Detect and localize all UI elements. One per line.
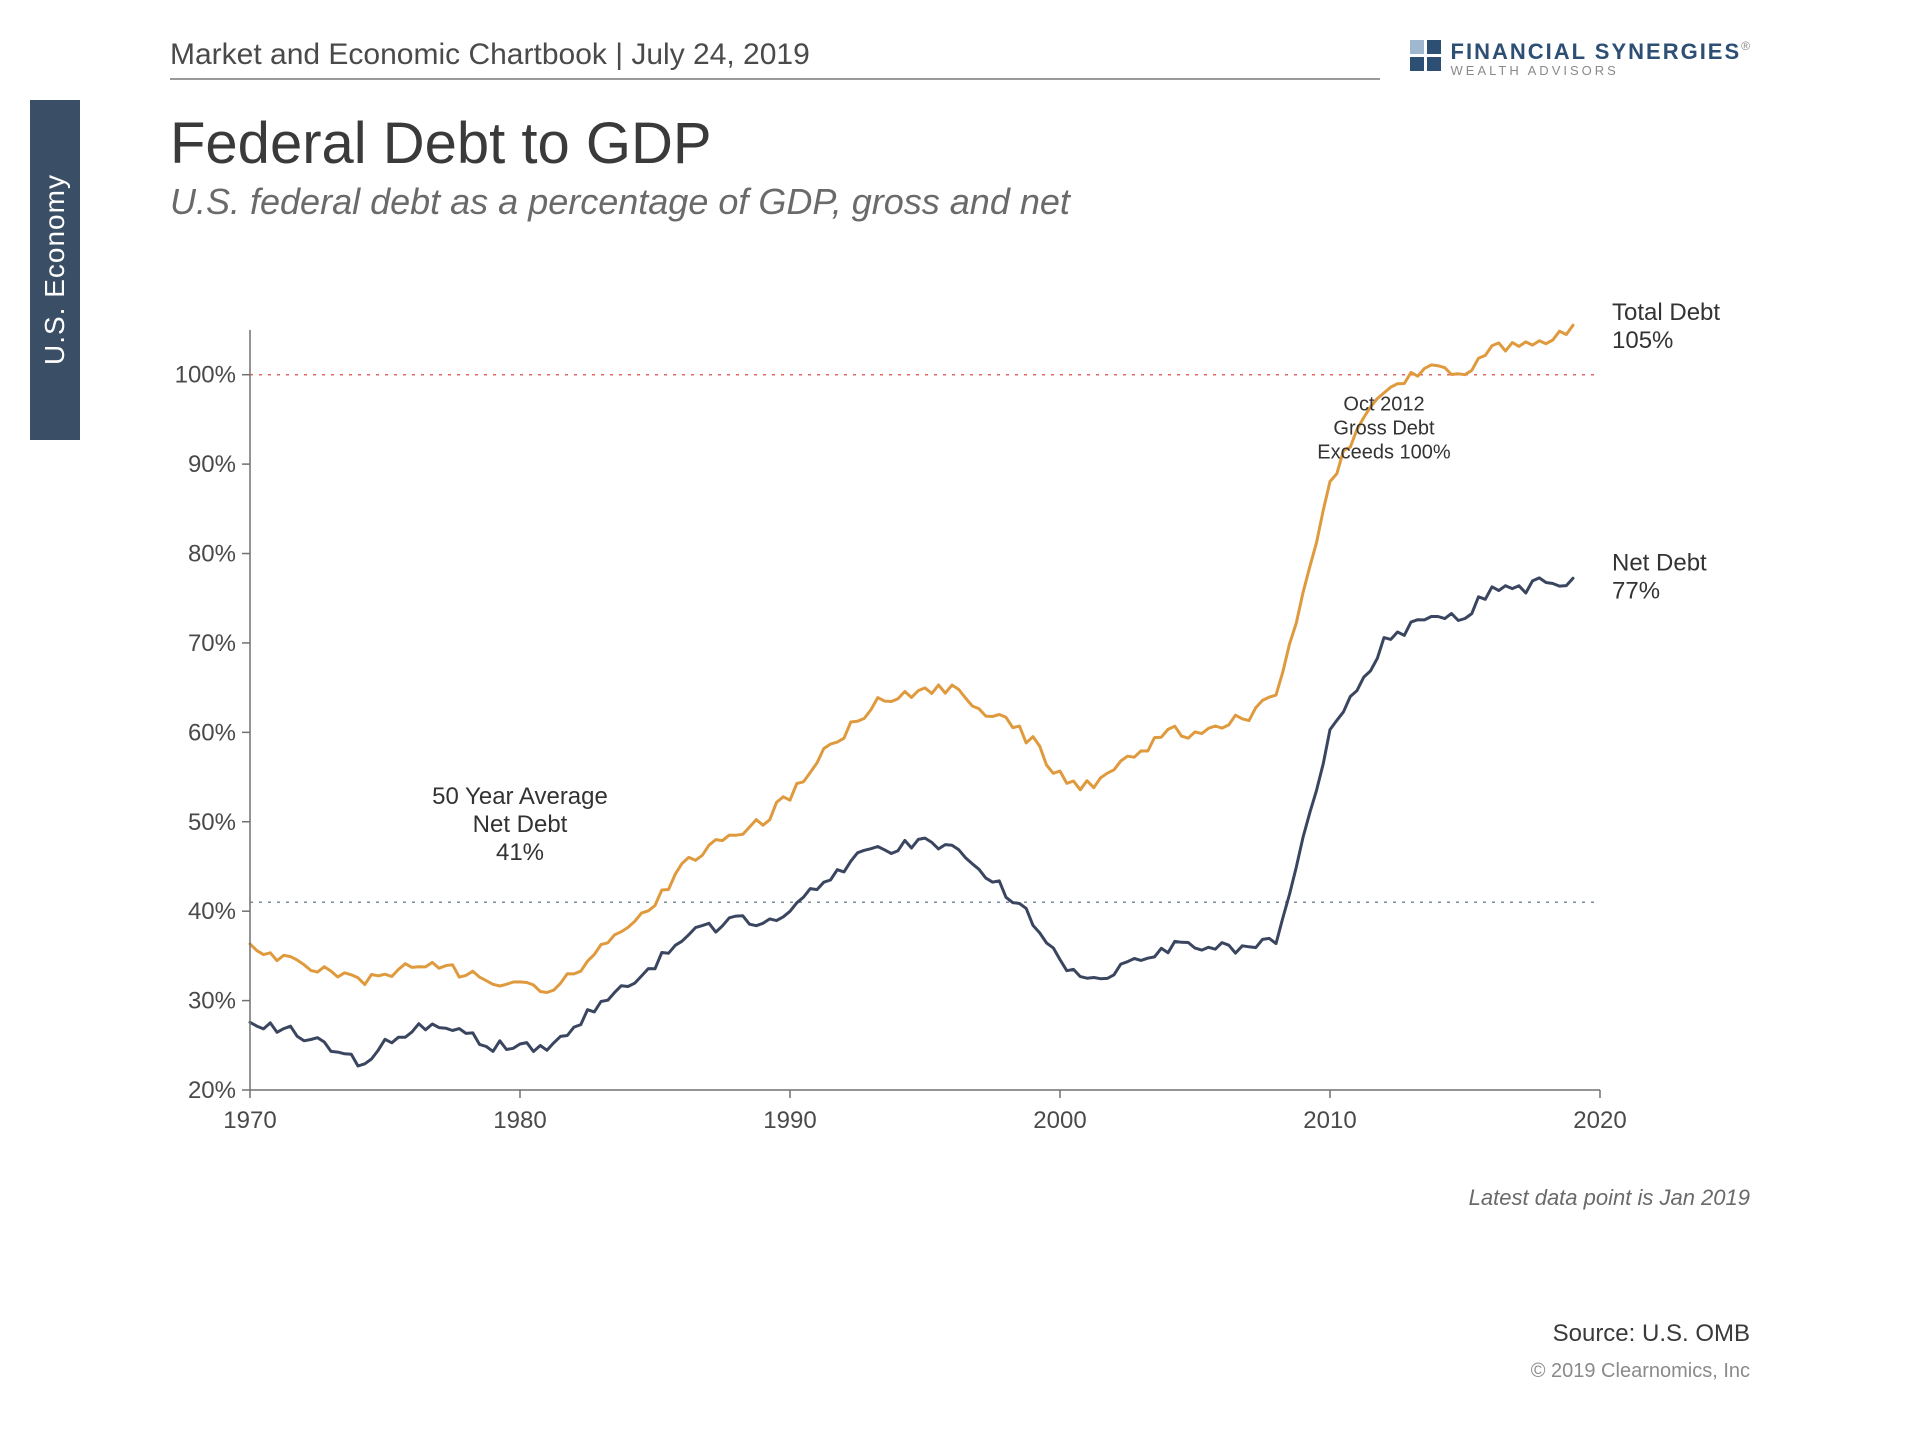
brand-name: FINANCIAL SYNERGIES [1451,39,1742,64]
copyright-note: © 2019 Clearnomics, Inc [1531,1360,1750,1383]
x-tick-label: 1970 [223,1107,276,1134]
chart-title: Federal Debt to GDP [170,110,1070,177]
y-tick-label: 40% [188,898,236,925]
x-tick-label: 2010 [1303,1107,1356,1134]
y-tick-label: 30% [188,988,236,1015]
crossover-annotation: Exceeds 100% [1317,441,1451,463]
avg-annotation: 50 Year Average [432,783,608,810]
brand-logo: FINANCIAL SYNERGIES® WEALTH ADVISORS [1410,40,1750,77]
section-tab-us-economy: U.S. Economy [30,100,80,440]
y-tick-label: 50% [188,809,236,836]
debt-to-gdp-chart: 20% 30% 40% 50% 60% 70% 80% 90% 100% 1970 1980 1990… [170,300,1750,1160]
y-tick-label: 90% [188,451,236,478]
series-value-net-debt: 77% [1612,577,1660,604]
chart-subtitle: U.S. federal debt as a percentage of GDP… [170,181,1070,223]
brand-logo-mark [1410,40,1441,71]
source-note: Source: U.S. OMB [1553,1320,1750,1348]
x-tick-label: 1990 [763,1107,816,1134]
y-tick-label: 100% [175,362,236,389]
x-tick-label: 1980 [493,1107,546,1134]
crossover-annotation: Gross Debt [1333,417,1435,439]
avg-annotation: 41% [496,839,544,866]
series-value-total-debt: 105% [1612,327,1673,354]
avg-annotation: Net Debt [473,811,568,838]
series-label-total-debt: Total Debt [1612,300,1720,326]
series-label-net-debt: Net Debt [1612,549,1707,576]
latest-data-note: Latest data point is Jan 2019 [1469,1185,1750,1211]
y-tick-label: 60% [188,719,236,746]
brand-tagline: WEALTH ADVISORS [1451,64,1750,78]
x-tick-label: 2000 [1033,1107,1086,1134]
x-tick-label: 2020 [1573,1107,1626,1134]
y-tick-label: 20% [188,1077,236,1104]
crossover-annotation: Oct 2012 [1343,393,1424,415]
y-tick-label: 80% [188,541,236,568]
header-line: Market and Economic Chartbook | July 24,… [170,38,1380,80]
y-tick-label: 70% [188,630,236,657]
